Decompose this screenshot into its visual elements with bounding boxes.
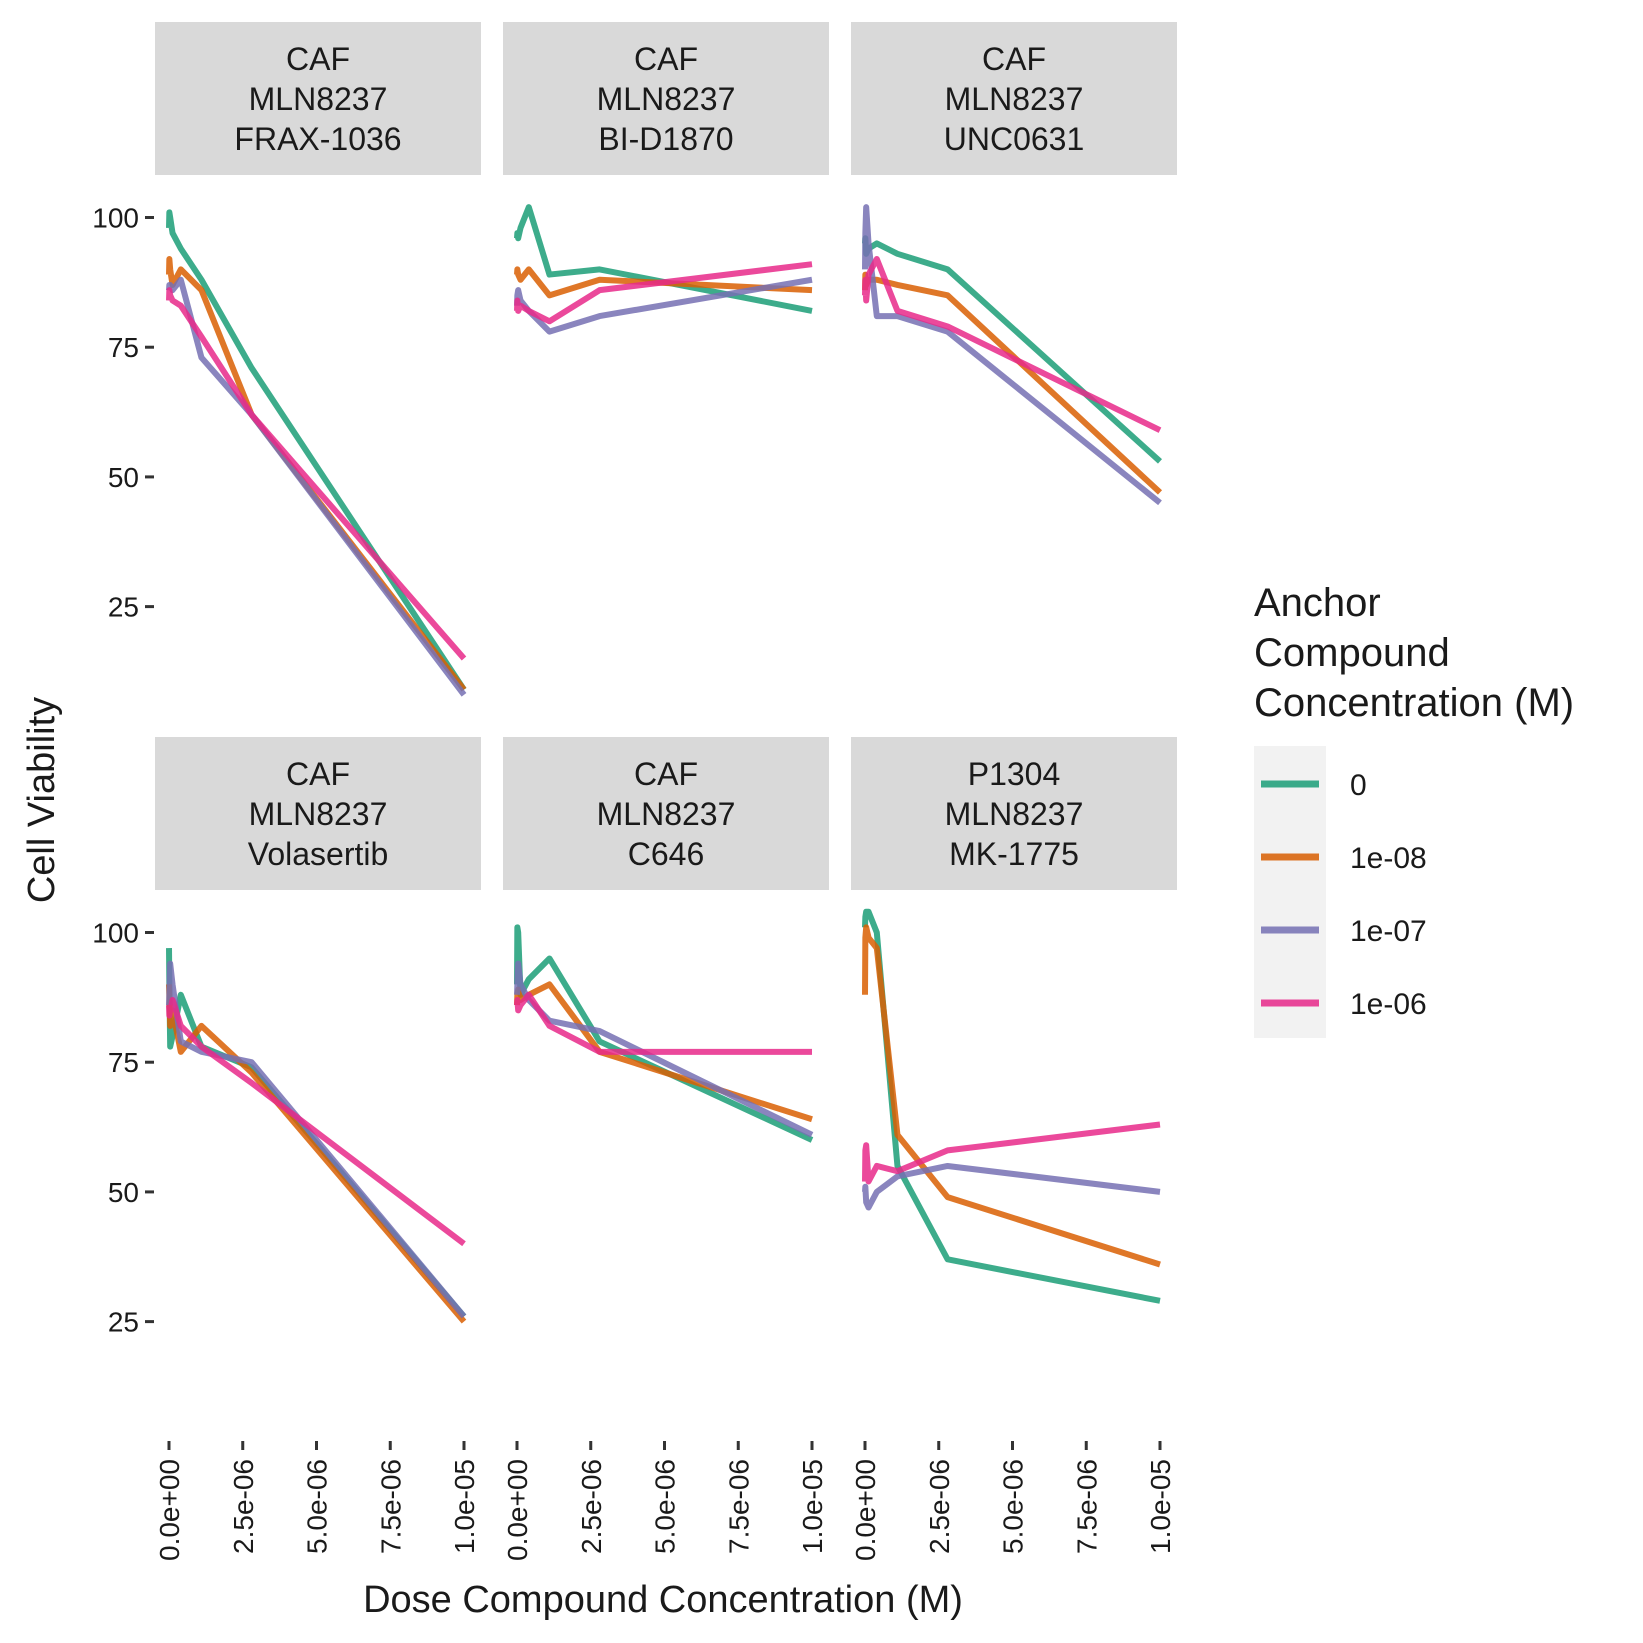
series-line (166, 256, 467, 692)
x-tick-label: 5.0e-06 (302, 1459, 333, 1554)
y-tick-label: 25 (108, 1307, 139, 1338)
series-line (514, 204, 813, 314)
series-line (514, 991, 812, 1055)
facet-strip-label: MLN8237 (249, 81, 388, 117)
facet-panel: P1304 MLN8237 MK-1775 0.0e+00 2.5e-06 5.0e-06… (850, 737, 1177, 1561)
legend-key-background (1254, 746, 1326, 1038)
y-tick-label: 25 (108, 592, 139, 623)
facet-strip-label: MK-1775 (949, 836, 1079, 872)
x-tick-label: 5.0e-06 (650, 1459, 681, 1554)
series-line (514, 261, 813, 325)
y-tick-label: 50 (108, 1177, 139, 1208)
x-tick-label: 2.5e-06 (228, 1459, 259, 1554)
legend-label: 1e-06 (1350, 988, 1427, 1021)
series-line (166, 209, 467, 692)
facet-panel: CAF MLN8237 UNC0631 (851, 22, 1177, 506)
facet-strip-label: FRAX-1036 (234, 121, 401, 157)
legend-title: Concentration (M) (1254, 681, 1574, 725)
facet-strip-label: MLN8237 (597, 796, 736, 832)
x-tick-label: 0.0e+00 (154, 1459, 185, 1561)
facet-strip-label: MLN8237 (249, 796, 388, 832)
series-line (862, 204, 1162, 506)
legend-title: Compound (1254, 631, 1450, 675)
facet-strip-label: CAF (634, 41, 698, 77)
x-tick-label: 7.5e-06 (723, 1459, 754, 1554)
facet-strip (851, 22, 1177, 175)
legend-title: Anchor (1254, 581, 1381, 625)
facet-strip-label: CAF (286, 756, 350, 792)
facet-strip-label: MLN8237 (945, 796, 1084, 832)
panels-layer: CAF MLN8237 FRAX-1036 25 50 75 100 CAF MLN8237 BI… (92, 22, 1177, 1561)
facet-strip-label: P1304 (968, 756, 1061, 792)
legend-label: 0 (1350, 769, 1367, 802)
series-line (862, 1121, 1161, 1185)
facet-strip-label: MLN8237 (597, 81, 736, 117)
facet-strip-label: CAF (286, 41, 350, 77)
facet-strip-label: BI-D1870 (598, 121, 733, 157)
y-tick-label: 50 (108, 462, 139, 493)
series-line (514, 266, 813, 299)
x-tick-label: 1.0e-05 (797, 1459, 828, 1554)
facet-strip (503, 22, 829, 175)
x-tick-label: 0.0e+00 (850, 1459, 881, 1561)
facet-panel: CAF MLN8237 C646 0.0e+00 2.5e-06 5.0e-06 7.5e-… (502, 737, 829, 1561)
y-tick-label: 75 (108, 1047, 139, 1078)
x-tick-label: 2.5e-06 (924, 1459, 955, 1554)
facet-strip-label: Volasertib (248, 836, 389, 872)
series-line (514, 960, 814, 1138)
facet-strip-label: CAF (634, 756, 698, 792)
x-tick-label: 1.0e-05 (449, 1459, 480, 1554)
facet-strip-label: MLN8237 (945, 81, 1084, 117)
facet-strip (155, 737, 481, 890)
series-line (862, 1162, 1161, 1211)
facet-strip-label: UNC0631 (944, 121, 1085, 157)
legend-label: 1e-08 (1350, 842, 1427, 875)
x-tick-label: 7.5e-06 (375, 1459, 406, 1554)
x-axis-title: Dose Compound Concentration (M) (363, 1579, 963, 1621)
y-tick-label: 100 (92, 918, 139, 949)
y-tick-label: 75 (108, 332, 139, 363)
series-line (862, 924, 1161, 1268)
facet-strip (851, 737, 1177, 890)
x-tick-label: 5.0e-06 (998, 1459, 1029, 1554)
facet-strip-label: CAF (982, 41, 1046, 77)
y-tick-label: 100 (92, 203, 139, 234)
facet-panel: CAF MLN8237 FRAX-1036 25 50 75 100 (92, 22, 481, 697)
series-line (862, 256, 1162, 433)
facet-panel: CAF MLN8237 BI-D1870 (503, 22, 829, 335)
facet-strip (155, 22, 481, 175)
x-tick-label: 1.0e-05 (1145, 1459, 1176, 1554)
series-line (166, 996, 466, 1247)
y-axis-title: Cell Viability (21, 697, 63, 903)
facet-strip (503, 737, 829, 890)
x-tick-label: 0.0e+00 (502, 1459, 533, 1561)
facet-strip-label: C646 (628, 836, 705, 872)
x-tick-label: 2.5e-06 (576, 1459, 607, 1554)
axis-titles: Dose Compound Concentration (M) Cell Via… (21, 697, 963, 1621)
legend-label: 1e-07 (1350, 915, 1427, 948)
series-line (166, 287, 467, 661)
facet-panel: CAF MLN8237 Volasertib 25 50 75 100 0.0e+00 2.5e… (92, 737, 481, 1561)
series-line (862, 908, 1161, 1304)
legend: Anchor Compound Concentration (M) 0 1e-08 1e-… (1254, 581, 1574, 1038)
x-tick-label: 7.5e-06 (1071, 1459, 1102, 1554)
